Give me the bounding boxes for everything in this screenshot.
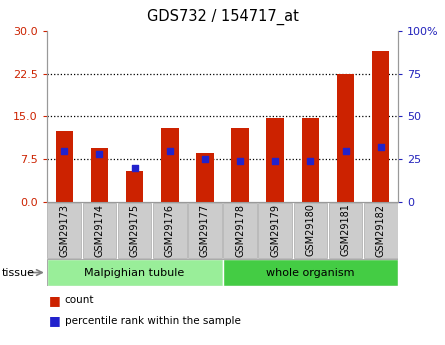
- Text: percentile rank within the sample: percentile rank within the sample: [65, 316, 240, 326]
- Text: GDS732 / 154717_at: GDS732 / 154717_at: [146, 9, 299, 25]
- Text: ■: ■: [49, 294, 61, 307]
- Bar: [222, 259, 398, 286]
- Point: [166, 148, 174, 154]
- Bar: [223, 203, 257, 258]
- Bar: [161, 128, 178, 202]
- Bar: [56, 131, 73, 202]
- Point: [96, 151, 103, 157]
- Bar: [337, 74, 354, 202]
- Text: GSM29182: GSM29182: [376, 204, 386, 257]
- Point: [342, 148, 349, 154]
- Text: whole organism: whole organism: [266, 268, 355, 277]
- Bar: [153, 203, 186, 258]
- Point: [61, 148, 68, 154]
- Bar: [267, 118, 284, 202]
- Bar: [372, 51, 389, 202]
- Text: GSM29174: GSM29174: [94, 204, 105, 257]
- Text: count: count: [65, 295, 94, 305]
- Text: GSM29179: GSM29179: [270, 204, 280, 257]
- Text: Malpighian tubule: Malpighian tubule: [85, 268, 185, 277]
- Bar: [188, 203, 222, 258]
- Bar: [91, 148, 108, 202]
- Bar: [47, 259, 222, 286]
- Text: GSM29175: GSM29175: [129, 204, 140, 257]
- Point: [131, 165, 138, 170]
- Text: GSM29180: GSM29180: [305, 204, 316, 256]
- Bar: [83, 203, 116, 258]
- Point: [271, 158, 279, 164]
- Point: [377, 145, 384, 150]
- Bar: [126, 170, 143, 202]
- Text: GSM29181: GSM29181: [340, 204, 351, 256]
- Bar: [329, 203, 362, 258]
- Bar: [302, 118, 319, 202]
- Text: tissue: tissue: [2, 268, 35, 277]
- Point: [307, 158, 314, 164]
- Bar: [118, 203, 151, 258]
- Bar: [294, 203, 327, 258]
- Text: GSM29173: GSM29173: [59, 204, 69, 257]
- Bar: [364, 203, 397, 258]
- Point: [202, 156, 209, 162]
- Bar: [259, 203, 292, 258]
- Bar: [196, 154, 214, 202]
- Point: [237, 158, 244, 164]
- Text: GSM29176: GSM29176: [165, 204, 175, 257]
- Text: GSM29178: GSM29178: [235, 204, 245, 257]
- Bar: [48, 203, 81, 258]
- Bar: [231, 128, 249, 202]
- Text: GSM29177: GSM29177: [200, 204, 210, 257]
- Text: ■: ■: [49, 314, 61, 327]
